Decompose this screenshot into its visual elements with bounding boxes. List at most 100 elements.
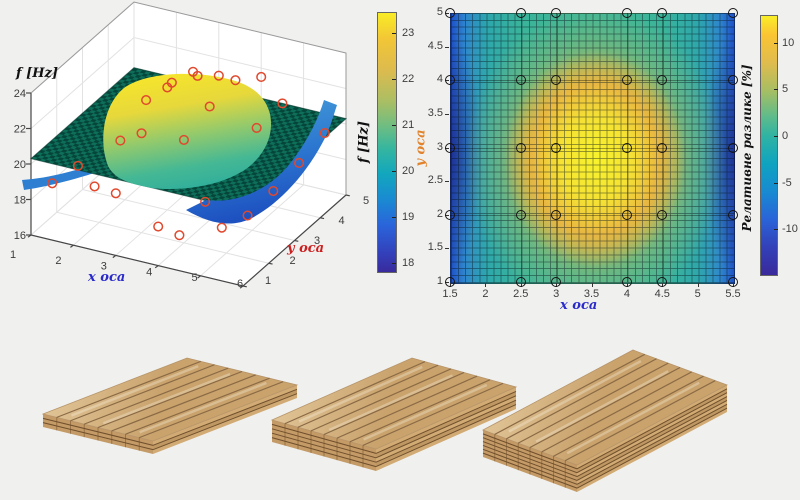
heatmap-y-tick-label: 5 (436, 6, 443, 18)
plank-seam (310, 368, 452, 432)
data-point-marker (657, 8, 668, 18)
heatmap-y-tick-mark (445, 113, 449, 115)
data-point-marker (551, 277, 562, 287)
heatmap-x-tick-label: 1.5 (442, 288, 458, 300)
data-point-marker (445, 8, 455, 18)
data-point-marker (256, 71, 267, 83)
plank-seam (70, 364, 215, 422)
lamination-seam (375, 395, 517, 459)
heatmap-y-axis-label: y оса (413, 129, 429, 167)
heatmap-colorbar-tick-mark (774, 42, 778, 44)
wood-grain-streak (298, 365, 423, 423)
data-point-marker (551, 209, 562, 220)
lamination-seam (375, 404, 517, 468)
heatmap-mesh-grid (451, 14, 734, 283)
heatmap-x-tick-label: 2.5 (513, 288, 529, 300)
plank-seam (553, 375, 704, 457)
data-point-marker (515, 8, 526, 18)
data-point-marker (621, 277, 632, 287)
z-tick-label: 20 (14, 159, 26, 171)
data-point-marker (515, 75, 526, 86)
panel-lamination-strip (376, 400, 516, 467)
heatmap-canvas (450, 13, 735, 284)
heatmap-x-tick-label: 5 (694, 288, 701, 300)
data-point-marker (319, 128, 330, 139)
heatmap-y-tick-label: 1.5 (427, 241, 443, 254)
y-tick-label: 1 (265, 275, 271, 287)
data-point-marker (515, 277, 526, 287)
lamination-seam (576, 392, 728, 474)
data-point-marker (153, 221, 164, 232)
heatmap-colorbar-tick-label: 5 (782, 83, 789, 96)
surface-low-region-left (22, 156, 114, 190)
data-point-marker (200, 196, 211, 207)
lamination-seam (576, 396, 728, 478)
heatmap-y-tick-label: 2 (436, 207, 443, 220)
heatmap-x-tick-label: 3.5 (583, 288, 600, 300)
data-point-marker (294, 157, 305, 168)
plank-seam (297, 364, 439, 428)
data-point-marker (515, 142, 526, 153)
data-point-marker (657, 209, 668, 220)
lamination-seam (152, 393, 298, 451)
wood-grain-streak (535, 370, 669, 443)
heatmap-y-tick-label: 1 (436, 275, 443, 287)
y-tick-label: 4 (339, 215, 345, 227)
data-point-marker (251, 122, 262, 133)
heatmap-x-tick-label: 4.5 (654, 288, 670, 300)
wood-grain-streak (102, 372, 231, 425)
data-point-marker (213, 70, 224, 81)
data-point-marker (621, 209, 632, 220)
lamination-seam (576, 403, 728, 485)
heatmap-colorbar (760, 15, 778, 276)
data-point-marker (445, 142, 455, 153)
heatmap-y-tick-label: 3.5 (427, 106, 443, 119)
data-point-marker (445, 277, 455, 287)
plank-seam (494, 353, 646, 435)
heatmap-x-tick-mark (697, 283, 699, 287)
heatmap-colorbar-tick-mark (774, 89, 778, 91)
plank-seam (111, 374, 256, 432)
heatmap-y-tick-mark (445, 46, 449, 48)
data-point-marker (166, 77, 177, 88)
plank-seam (564, 380, 716, 462)
heatmap-colorbar-tick-mark (774, 182, 778, 184)
surface-colorbar-tick-mark (392, 263, 396, 264)
lamination-seam (375, 390, 517, 454)
data-point-marker (657, 277, 668, 287)
experimental-markers (47, 66, 330, 241)
surface-colorbar-tick-label: 22 (402, 73, 415, 85)
axis-rulers (26, 92, 350, 289)
heatmap-x-tick-label: 4 (623, 288, 630, 300)
surface-colorbar-tick-label: 23 (402, 27, 415, 39)
surface-x-axis-label: x оса (88, 270, 126, 285)
y-tick-label: 2 (290, 255, 296, 267)
wood-grain-streak (328, 374, 453, 432)
y-tick-label: 5 (363, 195, 369, 207)
data-point-marker (178, 134, 189, 145)
surface-colorbar-tick-mark (392, 79, 396, 80)
data-point-marker (445, 209, 455, 220)
wood-grain-streak (566, 381, 700, 455)
heatmap-y-tick-label: 4 (436, 73, 443, 86)
heatmap-y-tick-mark (445, 181, 449, 183)
plank-seam (506, 358, 657, 440)
panel-lamination-strip (577, 388, 727, 473)
data-point-marker (621, 75, 632, 86)
plank-seam (139, 381, 284, 439)
heatmap-major-line-h (450, 214, 733, 216)
x-tick-label: 2 (55, 255, 61, 267)
heatmap-x-tick-mark (591, 283, 593, 287)
surface-colorbar (377, 12, 397, 273)
surface-low-region-right (186, 100, 337, 224)
panel-side-face (376, 387, 516, 471)
panel-lamination-strip (577, 396, 727, 481)
heatmap-x-tick-label: 3 (553, 288, 560, 300)
lamination-seam (375, 399, 517, 463)
data-point-marker (204, 101, 215, 112)
plank-seam (336, 375, 478, 439)
lamination-seam (152, 388, 298, 446)
heatmap-x-tick-label: 5.5 (725, 288, 741, 300)
data-point-marker (174, 230, 185, 241)
heatmap-y-tick-label: 4.5 (427, 39, 443, 52)
